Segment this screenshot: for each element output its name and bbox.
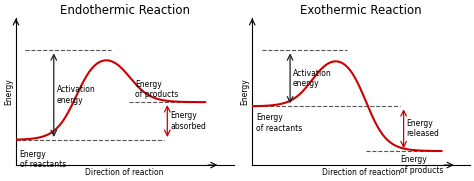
Y-axis label: Energy: Energy (240, 78, 249, 105)
Title: Exothermic Reaction: Exothermic Reaction (300, 4, 422, 17)
Y-axis label: Energy: Energy (4, 78, 13, 105)
Text: Energy
absorbed: Energy absorbed (170, 111, 206, 131)
X-axis label: Direction of reaction: Direction of reaction (322, 168, 400, 177)
Text: Energy
of reactants: Energy of reactants (256, 113, 302, 133)
Text: Activation
energy: Activation energy (56, 85, 95, 105)
Text: Activation
energy: Activation energy (293, 69, 332, 88)
Title: Endothermic Reaction: Endothermic Reaction (60, 4, 190, 17)
Text: Energy
of reactants: Energy of reactants (20, 150, 66, 169)
Text: Energy
of products: Energy of products (135, 80, 179, 99)
Text: Energy
of products: Energy of products (400, 155, 443, 175)
Text: Energy
released: Energy released (406, 119, 439, 138)
X-axis label: Direction of reaction: Direction of reaction (85, 168, 164, 177)
